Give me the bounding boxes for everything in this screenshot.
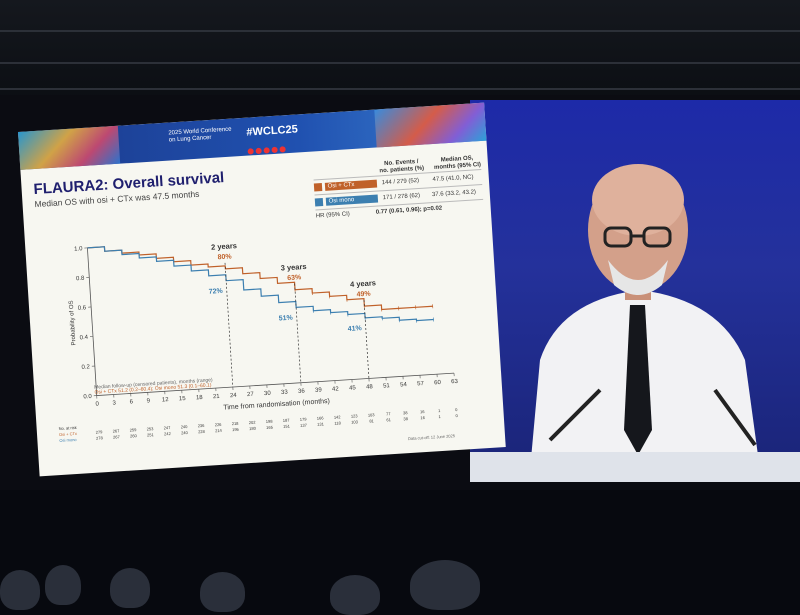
milestone-line	[295, 284, 301, 383]
x-tick-label: 30	[264, 391, 272, 397]
at-risk-count: 240	[181, 424, 189, 429]
at-risk-count: 16	[420, 409, 426, 414]
at-risk-count: 240	[181, 430, 189, 435]
at-risk-count: 202	[249, 420, 257, 425]
milestone-label: 3 years	[280, 262, 306, 273]
ceiling-truss	[0, 88, 800, 90]
podium-strip	[470, 452, 800, 482]
ceiling-truss	[0, 62, 800, 64]
speaker-figure	[470, 100, 800, 470]
x-tick-label: 21	[213, 394, 221, 400]
survival-curve	[87, 226, 432, 327]
at-risk-count: 218	[232, 421, 240, 426]
at-risk-count: 103	[368, 412, 376, 417]
at-risk-count: 260	[130, 433, 138, 438]
x-tick-label: 12	[162, 397, 170, 403]
y-tick-label: 0.4	[80, 335, 89, 342]
at-risk-row-label: Osi mono	[59, 437, 77, 443]
x-tick-label: 9	[146, 398, 150, 404]
x-tick-label: 39	[315, 387, 323, 393]
x-tick-label: 63	[451, 379, 459, 385]
x-tick-label: 3	[112, 400, 116, 406]
x-tick-label: 18	[196, 395, 204, 401]
y-axis	[87, 248, 96, 396]
x-tick-label: 48	[366, 384, 374, 390]
at-risk-count: 123	[351, 413, 359, 418]
ceiling-truss	[0, 30, 800, 32]
y-tick-label: 0.2	[81, 364, 90, 371]
at-risk-count: 267	[113, 428, 121, 433]
at-risk-count: 1	[438, 414, 441, 419]
speaker-video-panel	[470, 100, 800, 470]
y-tick-label: 0.8	[76, 276, 85, 283]
at-risk-count: 247	[164, 425, 172, 430]
y-tick-label: 0.6	[78, 305, 87, 312]
x-tick-label: 33	[281, 390, 289, 396]
at-risk-count: 228	[198, 429, 206, 434]
at-risk-count: 198	[266, 419, 274, 424]
x-tick-label: 0	[95, 401, 99, 407]
at-risk-count: 77	[386, 411, 392, 416]
at-risk-count: 267	[113, 434, 121, 439]
x-tick-label: 15	[179, 396, 187, 402]
milestone-label: 4 years	[350, 278, 376, 289]
milestone-osi-ctx-value: 80%	[217, 253, 232, 261]
at-risk-count: 103	[351, 419, 359, 424]
x-tick-label: 54	[400, 382, 408, 388]
at-risk-count: 61	[386, 417, 392, 422]
x-tick-label: 60	[434, 380, 442, 386]
at-risk-count: 179	[300, 416, 308, 421]
x-tick-label: 57	[417, 381, 425, 387]
at-risk-count: 165	[266, 425, 274, 430]
x-tick-label: 51	[383, 383, 391, 389]
at-risk-count: 242	[164, 431, 172, 436]
milestone-osi-mono-value: 51%	[279, 315, 294, 323]
x-tick-label: 24	[230, 393, 238, 399]
at-risk-count: 214	[215, 428, 223, 433]
at-risk-count: 38	[403, 416, 409, 421]
at-risk-count: 81	[369, 418, 375, 423]
survival-curve	[87, 226, 433, 340]
presentation-slide: 2025 World Conference on Lung Cancer #WC…	[18, 103, 506, 477]
at-risk-count: 195	[232, 427, 240, 432]
at-risk-count: 0	[455, 407, 458, 412]
at-risk-count: 16	[420, 415, 426, 420]
at-risk-count: 187	[283, 417, 291, 422]
at-risk-count: 166	[317, 415, 325, 420]
at-risk-count: 0	[455, 413, 458, 418]
milestone-line	[364, 300, 369, 378]
at-risk-count: 151	[283, 423, 291, 428]
milestone-label: 2 years	[211, 241, 237, 252]
y-tick-label: 1.0	[74, 246, 83, 253]
at-risk-count: 226	[215, 422, 223, 427]
x-tick-label: 42	[332, 386, 340, 392]
at-risk-count: 259	[130, 427, 138, 432]
at-risk-count: 131	[317, 421, 325, 426]
y-tick-label: 0.0	[83, 394, 92, 401]
at-risk-count: 137	[300, 422, 308, 427]
x-tick-label: 36	[298, 388, 306, 394]
milestone-osi-mono-value: 72%	[209, 288, 224, 296]
y-axis-label: Probability of OS	[69, 300, 78, 345]
milestone-osi-ctx-value: 49%	[356, 291, 371, 299]
at-risk-count: 180	[249, 426, 257, 431]
at-risk-count: 142	[334, 414, 342, 419]
at-risk-count: 1	[438, 408, 441, 413]
at-risk-count: 278	[96, 435, 104, 440]
at-risk-count: 236	[198, 423, 206, 428]
x-tick-label: 6	[129, 399, 133, 405]
at-risk-count: 279	[96, 429, 104, 434]
x-axis-label: Time from randomisation (months)	[223, 398, 330, 412]
milestone-osi-mono-value: 41%	[348, 325, 363, 333]
audience	[0, 560, 800, 600]
milestone-osi-ctx-value: 63%	[287, 274, 302, 282]
at-risk-count: 253	[147, 426, 155, 431]
x-tick-label: 27	[247, 392, 255, 398]
at-risk-count: 38	[403, 410, 409, 415]
at-risk-count: 118	[334, 420, 341, 425]
at-risk-count: 251	[147, 432, 155, 437]
x-tick-label: 45	[349, 385, 357, 391]
milestone-line	[225, 263, 233, 387]
